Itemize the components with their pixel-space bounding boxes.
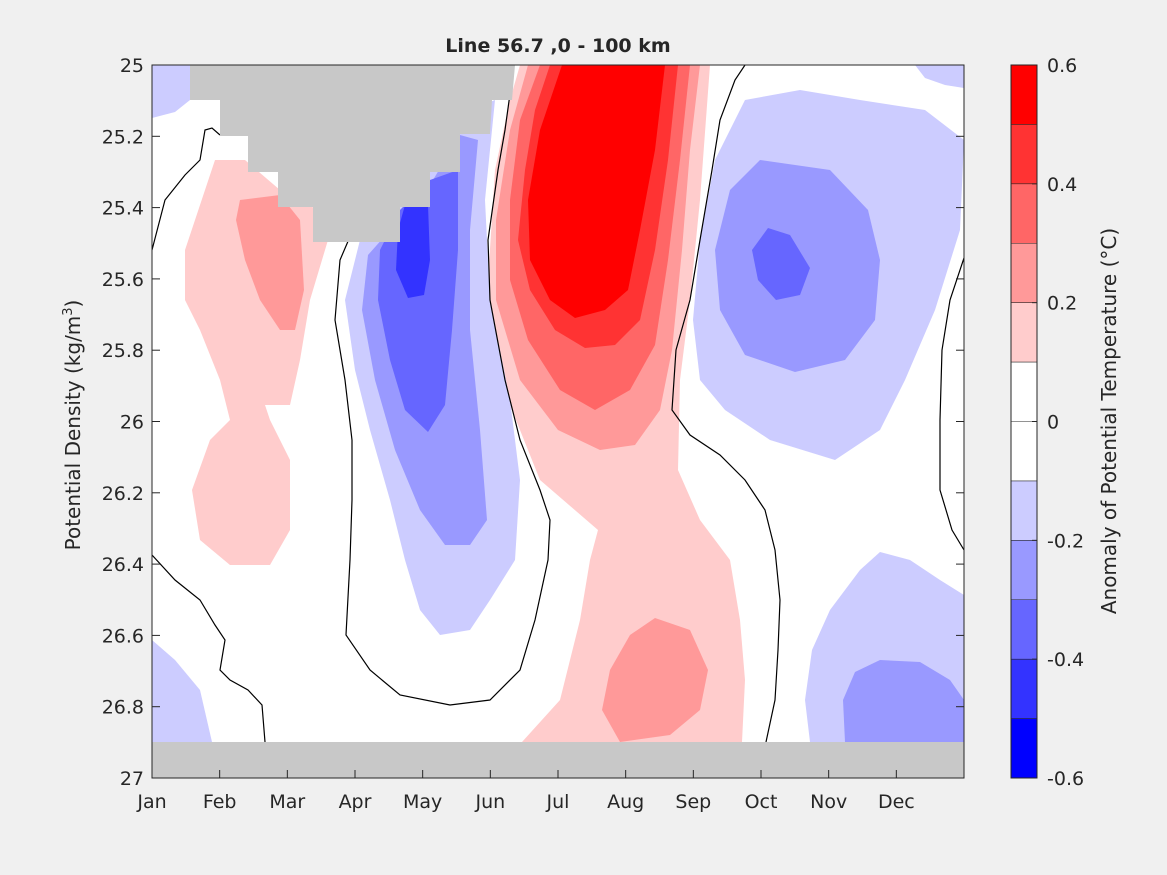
colorbar-level xyxy=(1011,599,1037,660)
zero-contour-bottom-left xyxy=(152,554,266,743)
plot-area xyxy=(151,64,965,779)
y-tick-label: 25.8 xyxy=(102,340,144,362)
zero-contour-left xyxy=(152,127,221,251)
chart-title: Line 56.7 ,0 - 100 km xyxy=(445,35,670,57)
y-tick-label: 26.8 xyxy=(102,697,144,719)
colorbar-tick-label: -0.6 xyxy=(1047,768,1084,790)
contour-fill-0.2 xyxy=(236,195,304,330)
contour-fill-top-left xyxy=(152,65,190,118)
cold-anomaly-autumn xyxy=(693,65,964,460)
x-tick-label: Jun xyxy=(474,791,505,813)
y-axis-label-close: ) xyxy=(61,300,85,308)
y-tick-label: 26 xyxy=(120,412,144,434)
x-axis: Jan Feb Mar Apr May Jun Jul Aug Sep Oct Nov Dec xyxy=(136,770,915,813)
y-tick-label: 26.4 xyxy=(102,554,144,576)
y-tick-label: 25 xyxy=(120,55,144,77)
y-tick-label: 26.2 xyxy=(102,483,144,505)
x-tick-label: Nov xyxy=(810,791,847,813)
contour-fill--0.3 xyxy=(752,228,810,300)
colorbar-level xyxy=(1011,362,1037,422)
colorbar-tick-label: 0 xyxy=(1047,412,1059,434)
warm-anomaly-summer xyxy=(488,65,745,742)
x-tick-label: Jul xyxy=(546,791,570,813)
colorbar-level xyxy=(1011,183,1037,244)
colorbar-level xyxy=(1011,65,1037,125)
x-tick-label: Aug xyxy=(607,791,644,813)
warm-anomaly-winter xyxy=(185,160,328,565)
x-tick-label: Apr xyxy=(339,791,372,813)
zero-contours xyxy=(152,65,964,743)
zero-contour-right xyxy=(939,257,964,551)
colorbar-level xyxy=(1011,421,1037,481)
colorbar-level xyxy=(1011,540,1037,600)
cold-anomaly-deep-december xyxy=(805,552,964,742)
y-tick-label: 26.6 xyxy=(102,625,144,647)
x-tick-label: Dec xyxy=(878,791,915,813)
y-axis-label-superscript: 3 xyxy=(61,307,76,315)
colorbar-label: Anomaly of Potential Temperature (°C) xyxy=(1097,228,1121,614)
zero-contour-late-summer xyxy=(671,65,781,743)
contour-fill-0.5 xyxy=(528,65,665,318)
contour-fill--0.4 xyxy=(396,205,430,298)
colorbar-tick-label: -0.4 xyxy=(1047,649,1084,671)
y-tick-label: 25.4 xyxy=(102,198,144,220)
colorbar-level xyxy=(1011,124,1037,184)
colorbar-level xyxy=(1011,480,1037,541)
y-axis: 25 25.2 25.4 25.6 25.8 26 26.2 26.4 26.6 26.8 27 xyxy=(102,55,964,790)
colorbar-level xyxy=(1011,302,1037,363)
y-tick-label: 27 xyxy=(120,768,144,790)
y-tick-label: 25.6 xyxy=(102,269,144,291)
x-tick-label: Feb xyxy=(203,791,237,813)
colorbar-tick-label: 0.2 xyxy=(1047,293,1077,315)
colorbar-level xyxy=(1011,718,1037,778)
colorbar: 0.6 0.4 0.2 0 -0.2 -0.4 -0.6 xyxy=(1010,55,1084,790)
colorbar-level xyxy=(1011,243,1037,303)
y-tick-label: 25.2 xyxy=(102,126,144,148)
y-axis-label-main: Potential Density (kg/m xyxy=(61,316,85,551)
x-tick-label: Oct xyxy=(745,791,778,813)
contour-fill-top-right xyxy=(915,65,964,88)
zero-contour-spring xyxy=(334,65,551,706)
y-axis-label: Potential Density (kg/m3) xyxy=(61,300,85,551)
cold-patches-january xyxy=(152,65,212,742)
colorbar-tick-label: -0.2 xyxy=(1047,530,1084,552)
contour-fill--0.2 xyxy=(843,660,964,742)
contour-fill-bottom-left xyxy=(152,640,212,742)
x-tick-label: Sep xyxy=(675,791,711,813)
colorbar-tick-label: 0.6 xyxy=(1047,55,1077,77)
contour-fill-deep-0.2 xyxy=(602,618,708,742)
colorbar-level xyxy=(1011,659,1037,719)
no-data-top xyxy=(190,65,515,242)
x-tick-label: May xyxy=(403,791,442,813)
x-tick-label: Mar xyxy=(269,791,305,813)
colorbar-tick-label: 0.4 xyxy=(1047,174,1077,196)
x-tick-label: Jan xyxy=(136,791,166,813)
